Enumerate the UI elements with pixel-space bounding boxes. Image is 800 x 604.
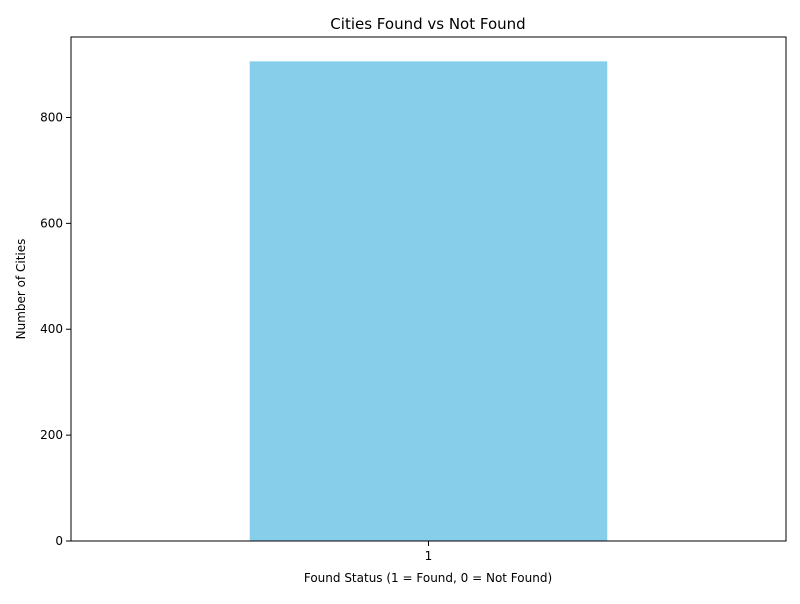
x-tick-label: 1 [425, 549, 433, 563]
y-tick-label: 200 [40, 428, 63, 442]
x-axis-label: Found Status (1 = Found, 0 = Not Found) [304, 571, 552, 585]
y-tick-label: 400 [40, 322, 63, 336]
plot-area: 1 0 200 400 600 800 [40, 36, 787, 563]
y-tick-label: 600 [40, 216, 63, 230]
y-tick-label: 800 [40, 110, 63, 124]
bar [249, 61, 608, 542]
axes-frame [70, 36, 787, 542]
y-axis-label: Number of Cities [14, 239, 28, 340]
chart-title: Cities Found vs Not Found [330, 15, 525, 33]
y-tick-label: 0 [55, 534, 63, 548]
